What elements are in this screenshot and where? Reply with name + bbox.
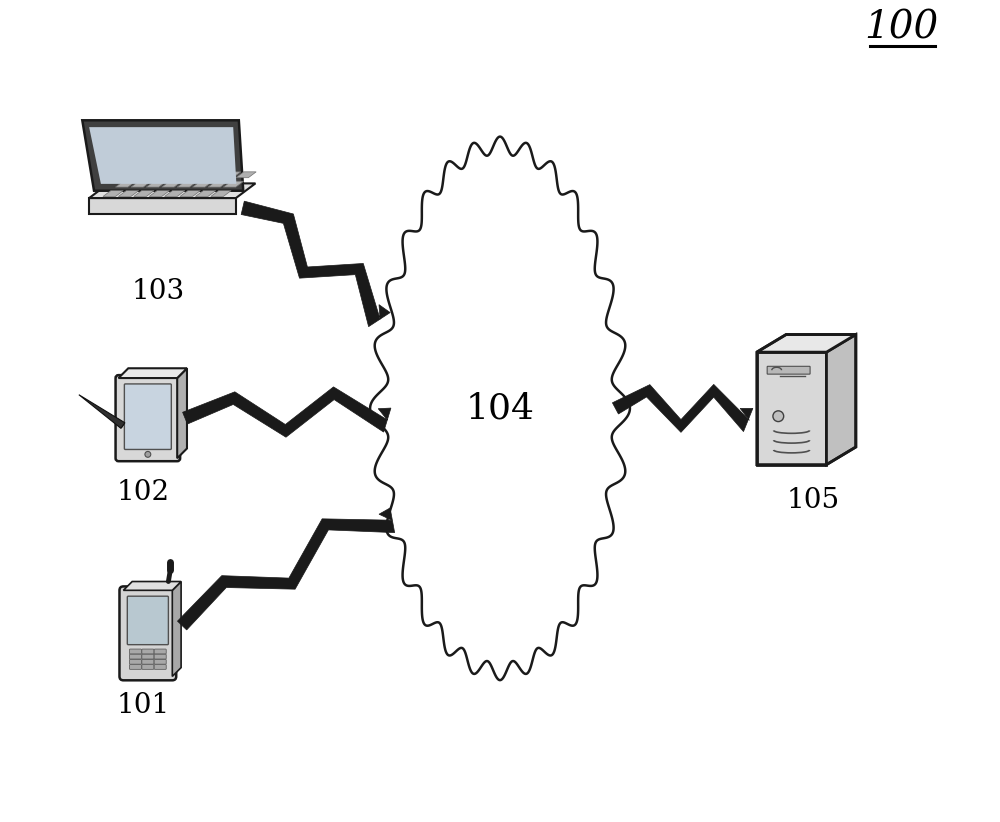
Polygon shape	[370, 136, 630, 680]
FancyBboxPatch shape	[142, 664, 154, 669]
Polygon shape	[134, 191, 154, 196]
Polygon shape	[116, 181, 136, 187]
Polygon shape	[79, 395, 125, 428]
Polygon shape	[208, 181, 228, 187]
Circle shape	[773, 411, 784, 422]
Polygon shape	[146, 181, 167, 187]
Polygon shape	[82, 120, 243, 191]
Text: 102: 102	[116, 478, 170, 506]
Text: 101: 101	[116, 692, 170, 719]
Polygon shape	[241, 201, 390, 326]
Polygon shape	[190, 172, 210, 178]
Polygon shape	[180, 191, 200, 196]
FancyBboxPatch shape	[119, 586, 176, 681]
Polygon shape	[211, 191, 231, 196]
Polygon shape	[123, 581, 181, 590]
Polygon shape	[177, 368, 187, 458]
FancyBboxPatch shape	[154, 649, 166, 653]
Polygon shape	[236, 172, 256, 178]
FancyBboxPatch shape	[767, 367, 810, 374]
FancyBboxPatch shape	[116, 375, 180, 461]
FancyBboxPatch shape	[142, 654, 154, 659]
Polygon shape	[159, 172, 179, 178]
Polygon shape	[183, 387, 391, 437]
FancyBboxPatch shape	[154, 659, 166, 664]
Text: 105: 105	[786, 487, 840, 514]
Polygon shape	[89, 198, 236, 214]
Polygon shape	[131, 181, 151, 187]
Polygon shape	[220, 172, 241, 178]
Polygon shape	[172, 581, 181, 677]
Polygon shape	[612, 385, 753, 432]
FancyBboxPatch shape	[142, 649, 154, 653]
FancyBboxPatch shape	[142, 659, 154, 664]
Polygon shape	[757, 352, 826, 464]
Polygon shape	[115, 419, 124, 427]
Polygon shape	[119, 368, 187, 378]
FancyBboxPatch shape	[129, 649, 141, 653]
Polygon shape	[118, 191, 139, 196]
FancyBboxPatch shape	[129, 659, 141, 664]
FancyBboxPatch shape	[129, 664, 141, 669]
Polygon shape	[174, 172, 195, 178]
Polygon shape	[128, 172, 148, 178]
Text: 103: 103	[131, 279, 184, 305]
Polygon shape	[162, 181, 182, 187]
FancyBboxPatch shape	[124, 384, 171, 450]
Circle shape	[145, 451, 151, 457]
Polygon shape	[165, 191, 185, 196]
Polygon shape	[89, 127, 236, 184]
Polygon shape	[195, 191, 216, 196]
Polygon shape	[223, 181, 244, 187]
Polygon shape	[103, 191, 123, 196]
Polygon shape	[177, 508, 395, 630]
Polygon shape	[149, 191, 169, 196]
Polygon shape	[193, 181, 213, 187]
FancyBboxPatch shape	[129, 654, 141, 659]
Polygon shape	[826, 335, 856, 464]
Polygon shape	[177, 181, 197, 187]
Polygon shape	[757, 335, 856, 352]
FancyBboxPatch shape	[154, 664, 166, 669]
FancyBboxPatch shape	[154, 654, 166, 659]
Polygon shape	[89, 183, 255, 198]
Polygon shape	[143, 172, 164, 178]
Text: 104: 104	[466, 391, 534, 425]
Polygon shape	[205, 172, 225, 178]
FancyBboxPatch shape	[127, 596, 168, 644]
Text: 100: 100	[864, 9, 938, 46]
